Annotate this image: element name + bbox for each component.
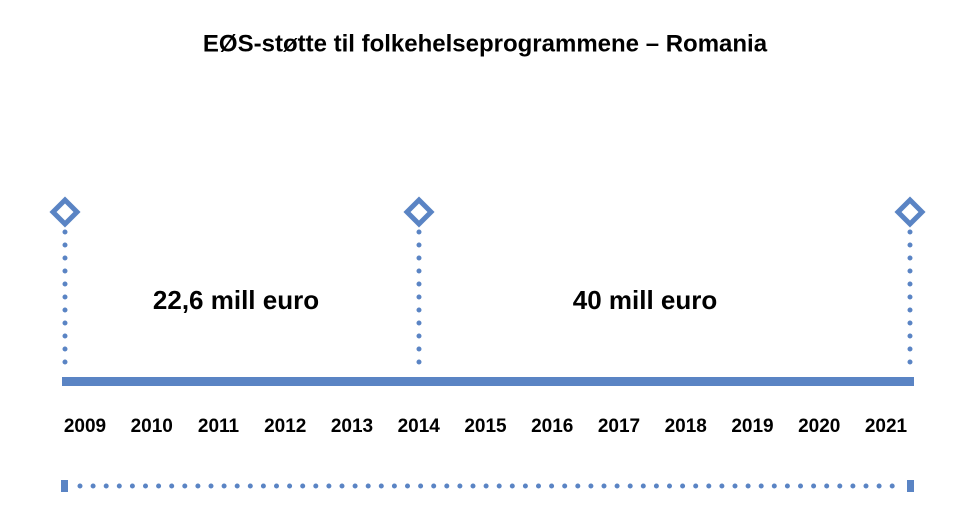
year-label: 2016 [531,416,573,437]
year-labels: 2009 2010 2011 2012 2013 2014 2015 2016 2017 2018… [64,416,908,437]
year-label: 2010 [131,416,173,437]
period-label: 40 mill euro [573,285,718,315]
year-label: 2021 [865,416,908,437]
milestone-diamond [49,196,81,228]
year-label: 2017 [598,416,640,437]
year-label: 2015 [464,416,507,437]
year-label: 2013 [331,416,373,437]
year-label: 2020 [798,416,840,437]
year-label: 2018 [665,416,707,437]
year-label: 2011 [198,416,240,437]
title: EØS-støtte til folkehelseprogrammene – R… [203,30,768,57]
year-label: 2019 [731,416,773,437]
period-label: 22,6 mill euro [153,285,319,315]
milestone-lines [62,229,913,377]
milestone-diamond [403,196,435,228]
milestone-diamond [894,196,926,228]
timeline-axis [62,377,914,386]
year-label: 2012 [264,416,306,437]
bottom-end [61,480,68,492]
milestones [49,196,926,228]
year-label: 2009 [64,416,106,437]
year-label: 2014 [398,416,441,437]
bottom-end [907,480,914,492]
